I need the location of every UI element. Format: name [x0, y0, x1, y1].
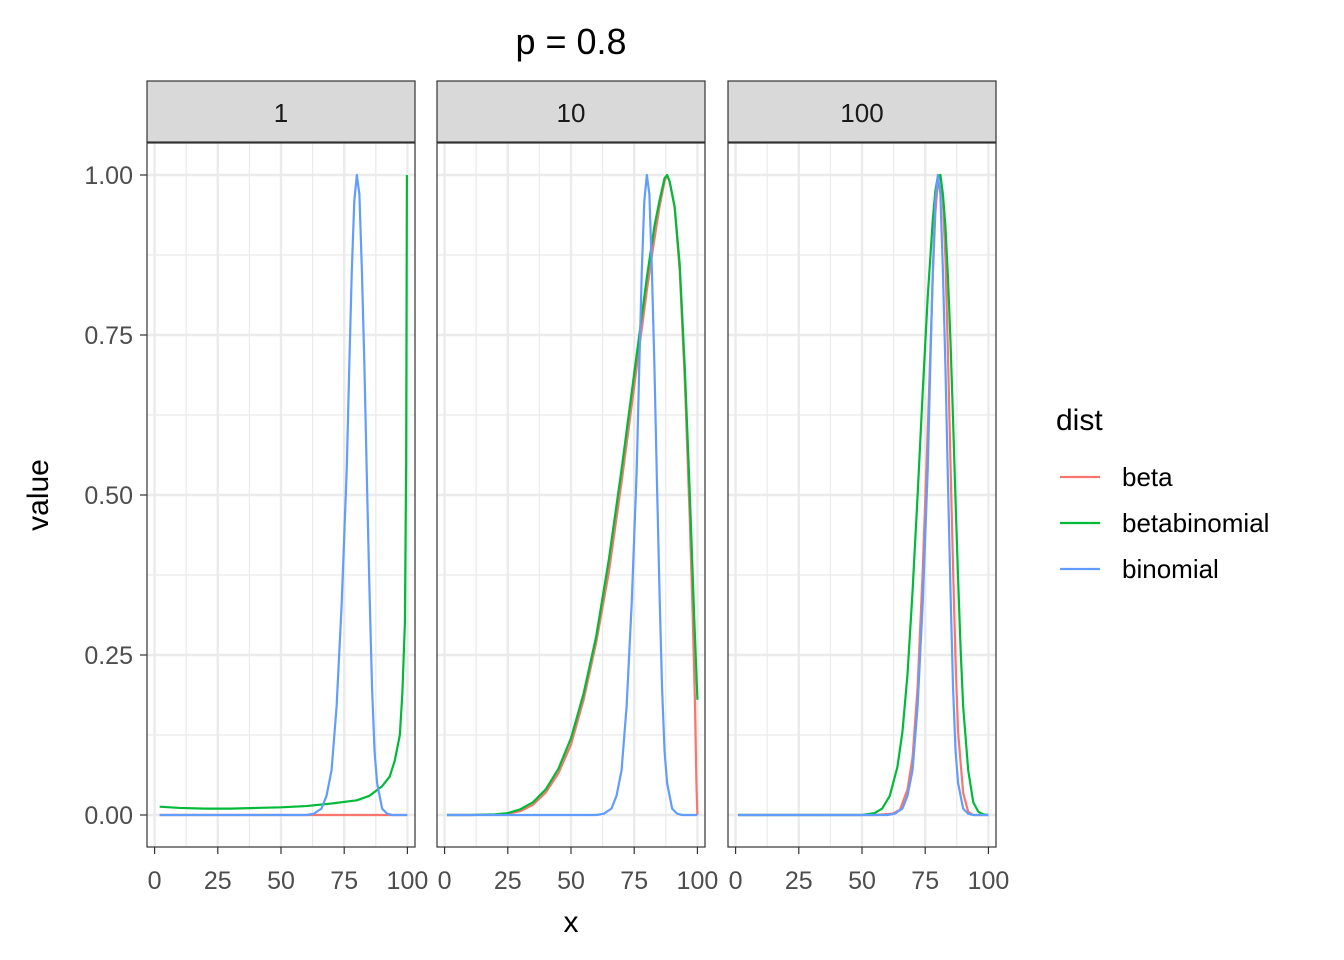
legend: dist beta betabinomial binomial: [1056, 404, 1269, 584]
legend-label-beta: beta: [1122, 462, 1173, 492]
x-tick-label: 75: [911, 867, 939, 895]
x-tick-label: 100: [387, 867, 429, 895]
x-axis-title: x: [564, 906, 579, 939]
panel-100: 100 0 25 50 75 100: [727, 80, 1010, 895]
x-tick-label: 25: [494, 867, 522, 895]
series-line-betabinomial: [738, 173, 989, 817]
y-axis: 0.00 0.25 0.50 0.75 1.00: [84, 162, 147, 830]
strip-label: 100: [840, 98, 883, 128]
strip-background: [146, 80, 416, 143]
x-tick-label: 75: [620, 867, 648, 895]
y-tick-label: 0.25: [84, 642, 133, 670]
legend-label-binomial: binomial: [1122, 554, 1219, 584]
x-tick-label: 50: [557, 867, 585, 895]
legend-title: dist: [1056, 404, 1103, 437]
y-tick-label: 0.75: [84, 322, 133, 350]
x-tick-label: 75: [330, 867, 358, 895]
x-tick-label: 50: [267, 867, 295, 895]
series-line-binomial: [738, 173, 989, 817]
series-line-betabinomial: [447, 173, 699, 817]
x-tick-label: 0: [438, 867, 452, 895]
x-tick-label: 0: [729, 867, 743, 895]
strip-label: 1: [274, 98, 288, 128]
x-tick-label: 50: [848, 867, 876, 895]
x-tick-label: 100: [968, 867, 1010, 895]
x-tick-label: 25: [204, 867, 232, 895]
series-line-binomial: [159, 173, 408, 817]
panel-10: 100 25 50 75 100: [436, 80, 719, 895]
series-line-binomial: [447, 173, 698, 817]
y-tick-label: 0.00: [84, 802, 133, 830]
y-tick-label: 0.50: [84, 482, 133, 510]
y-tick-label: 1.00: [84, 162, 133, 190]
x-tick-label: 25: [785, 867, 813, 895]
strip-label: 10: [557, 98, 586, 128]
strip-background: [436, 80, 706, 143]
series-line-betabinomial: [159, 174, 409, 810]
strip-background: [727, 80, 997, 143]
panel-1: 1 0 25 50 75 100: [146, 80, 429, 895]
legend-label-betabinomial: betabinomial: [1122, 508, 1269, 538]
x-tick-label: 100: [677, 867, 719, 895]
chart-title: p = 0.8: [515, 21, 626, 62]
y-axis-title: value: [22, 459, 55, 531]
x-tick-label: 0: [148, 867, 162, 895]
